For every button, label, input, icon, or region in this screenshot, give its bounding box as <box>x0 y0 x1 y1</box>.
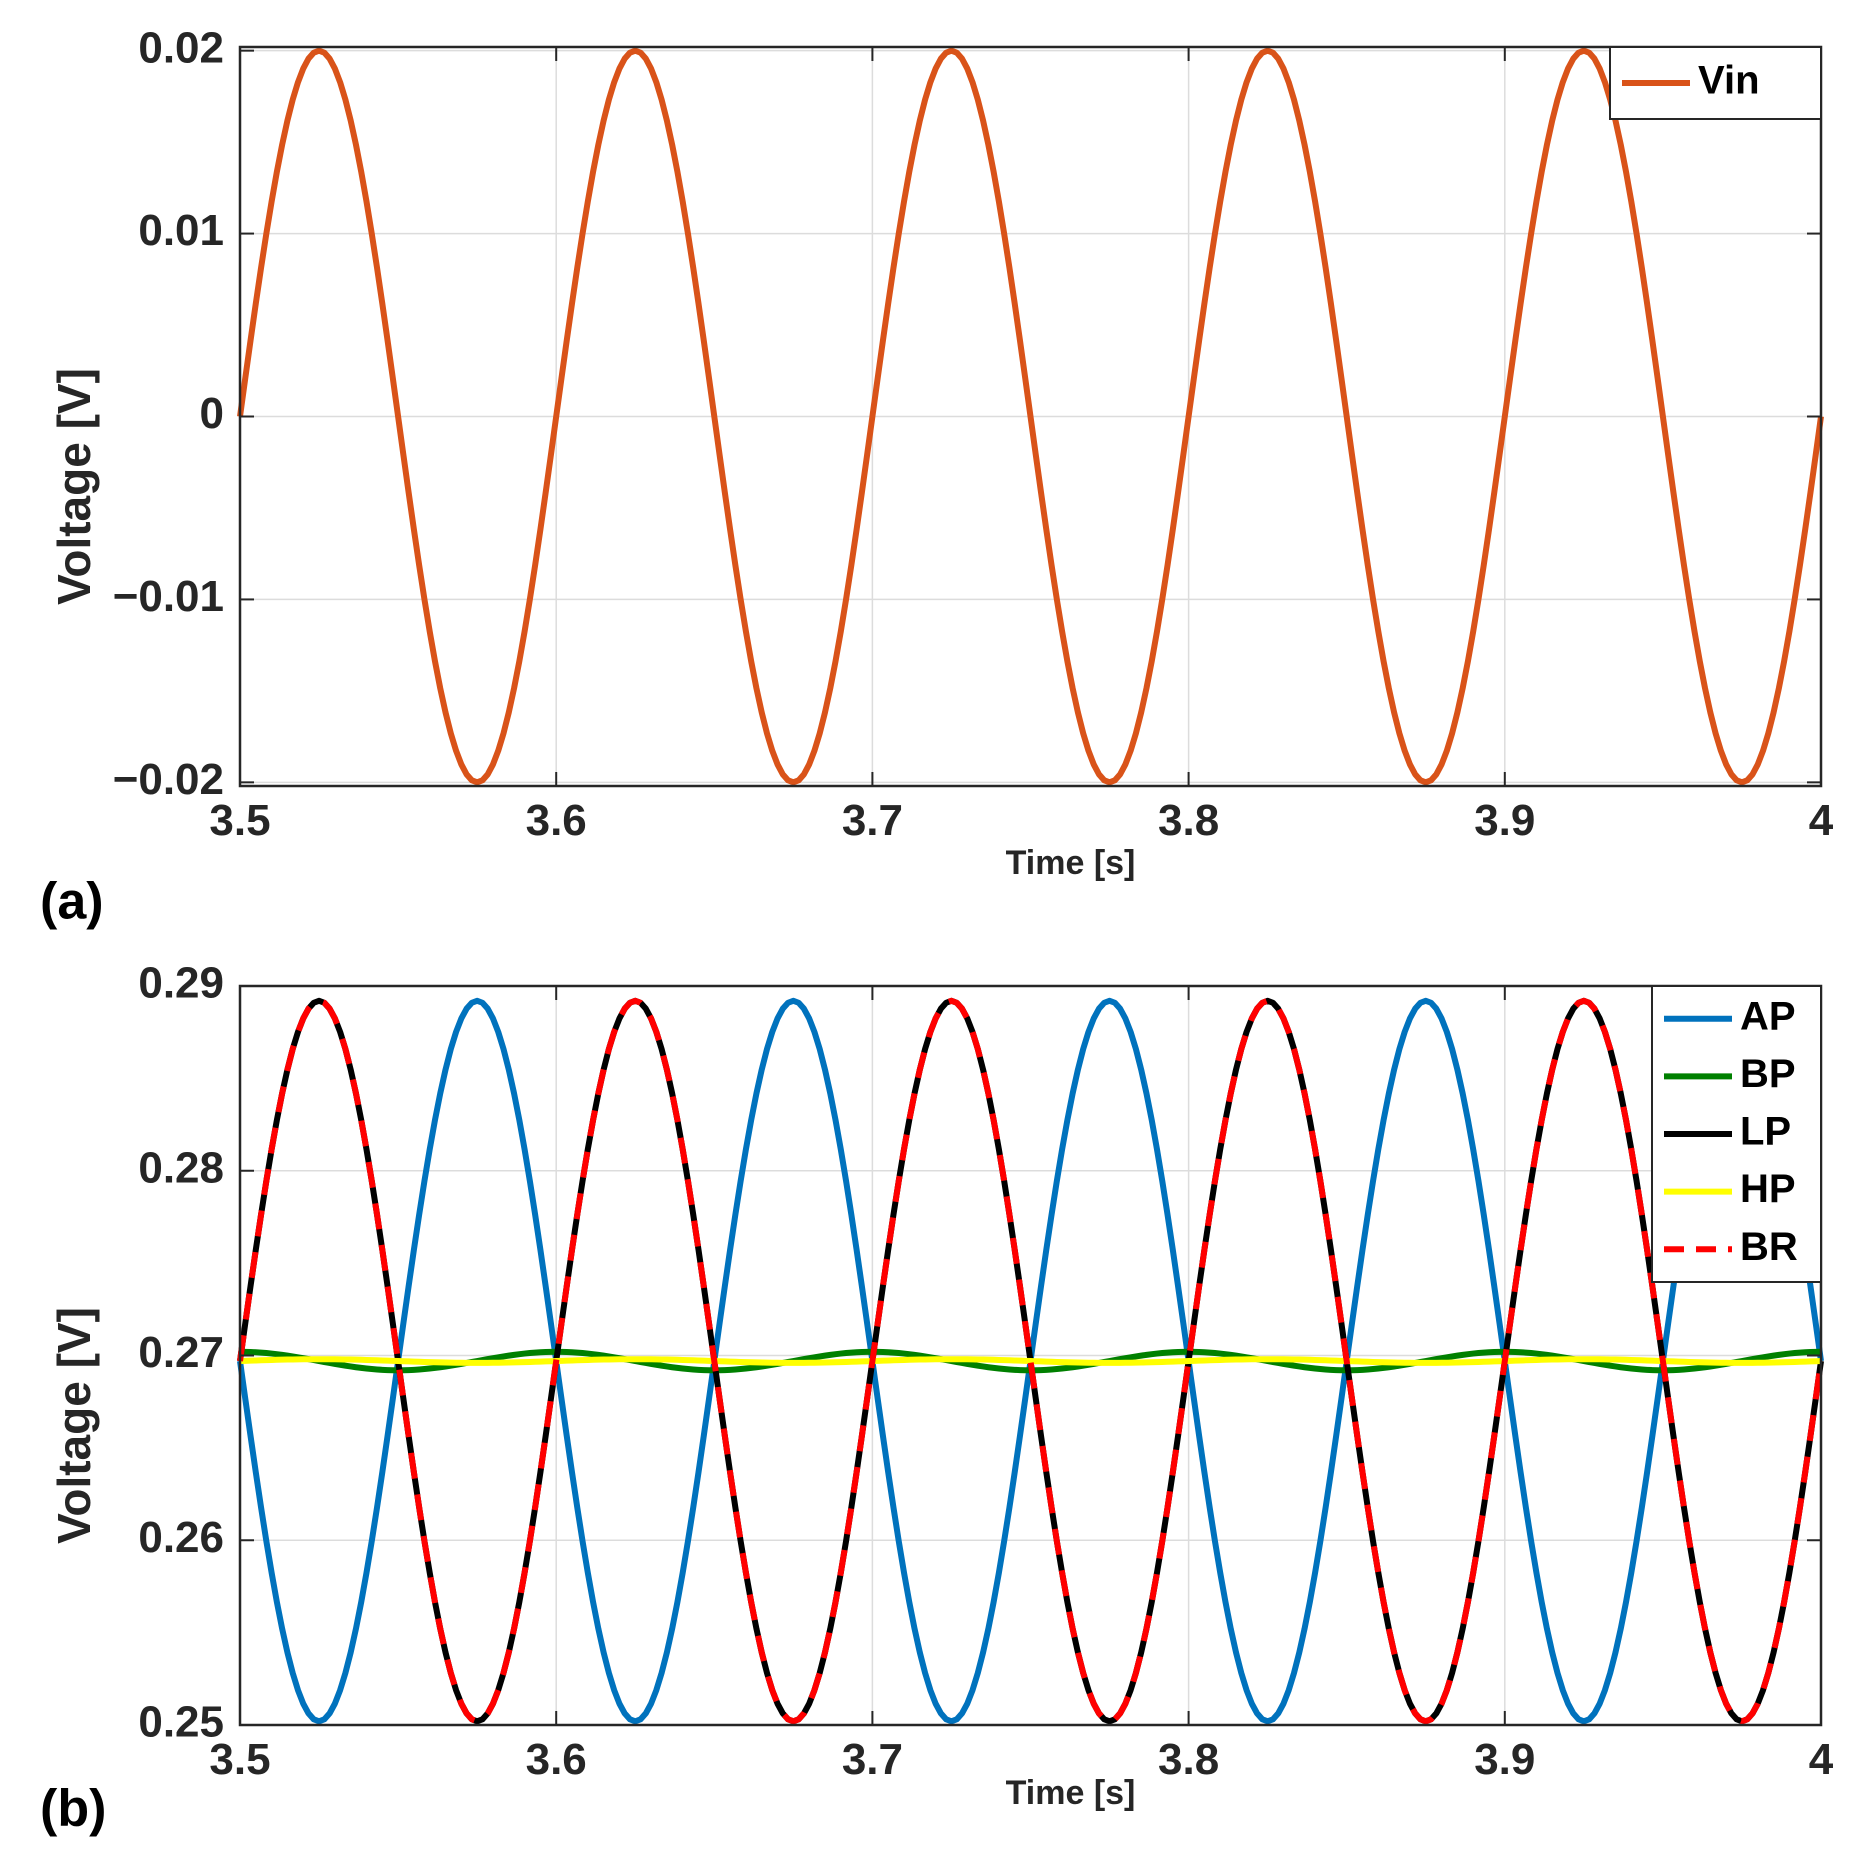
legend: Vin <box>1609 46 1822 120</box>
panel-label: (a) <box>40 873 104 931</box>
x-tick-label: 3.9 <box>1474 796 1535 845</box>
x-tick-label: 3.7 <box>842 796 903 845</box>
y-tick-label: 0.28 <box>138 1143 224 1192</box>
panel-b: 3.5 3.6 3.7 3.8 3.9 4 0.29 0.28 0.27 0.26 0.25 Time… <box>40 959 1834 1838</box>
x-tick-label: 4 <box>1809 796 1834 845</box>
y-tick-label: 0 <box>200 389 224 438</box>
y-axis-label: Voltage [V] <box>48 368 100 605</box>
x-tick-label: 3.9 <box>1474 1735 1535 1784</box>
x-axis-label: Time [s] <box>1006 844 1136 882</box>
series-line-vin <box>237 47 1824 786</box>
panel-label: (b) <box>40 1780 106 1838</box>
legend-label-hp: HP <box>1740 1167 1796 1211</box>
y-axis-label: Voltage [V] <box>48 1307 100 1544</box>
legend-label-bp: BP <box>1740 1052 1796 1096</box>
y-tick-label: 0.25 <box>138 1698 224 1747</box>
y-tick-label: −0.02 <box>113 755 224 804</box>
y-tick-label: 0.26 <box>138 1513 224 1562</box>
x-tick-label: 3.6 <box>526 1735 587 1784</box>
legend: AP BP LP HP BR <box>1651 985 1822 1283</box>
legend-label-ap: AP <box>1740 994 1796 1038</box>
series-line-br <box>237 997 1824 1725</box>
x-tick-label: 3.5 <box>209 796 270 845</box>
x-tick-label: 3.8 <box>1158 796 1219 845</box>
series-line-hp <box>239 1356 1822 1366</box>
y-tick-label: −0.01 <box>113 572 224 621</box>
legend-label-vin: Vin <box>1698 59 1760 103</box>
panel-a: 3.5 3.6 3.7 3.8 3.9 4 0.02 0.01 0 −0.01 −0.02 Time … <box>40 23 1834 930</box>
x-tick-label: 3.5 <box>209 1735 270 1784</box>
x-tick-label: 3.6 <box>526 796 587 845</box>
legend-label-lp: LP <box>1740 1110 1791 1154</box>
y-tick-label: 0.01 <box>138 206 224 255</box>
x-axis-label: Time [s] <box>1006 1774 1136 1812</box>
x-tick-label: 3.8 <box>1158 1735 1219 1784</box>
legend-label-br: BR <box>1740 1225 1798 1269</box>
y-tick-label: 0.27 <box>138 1328 224 1377</box>
y-tick-label: 0.02 <box>138 23 224 72</box>
y-tick-label: 0.29 <box>138 959 224 1008</box>
x-tick-label: 4 <box>1809 1735 1834 1784</box>
x-tick-label: 3.7 <box>842 1735 903 1784</box>
